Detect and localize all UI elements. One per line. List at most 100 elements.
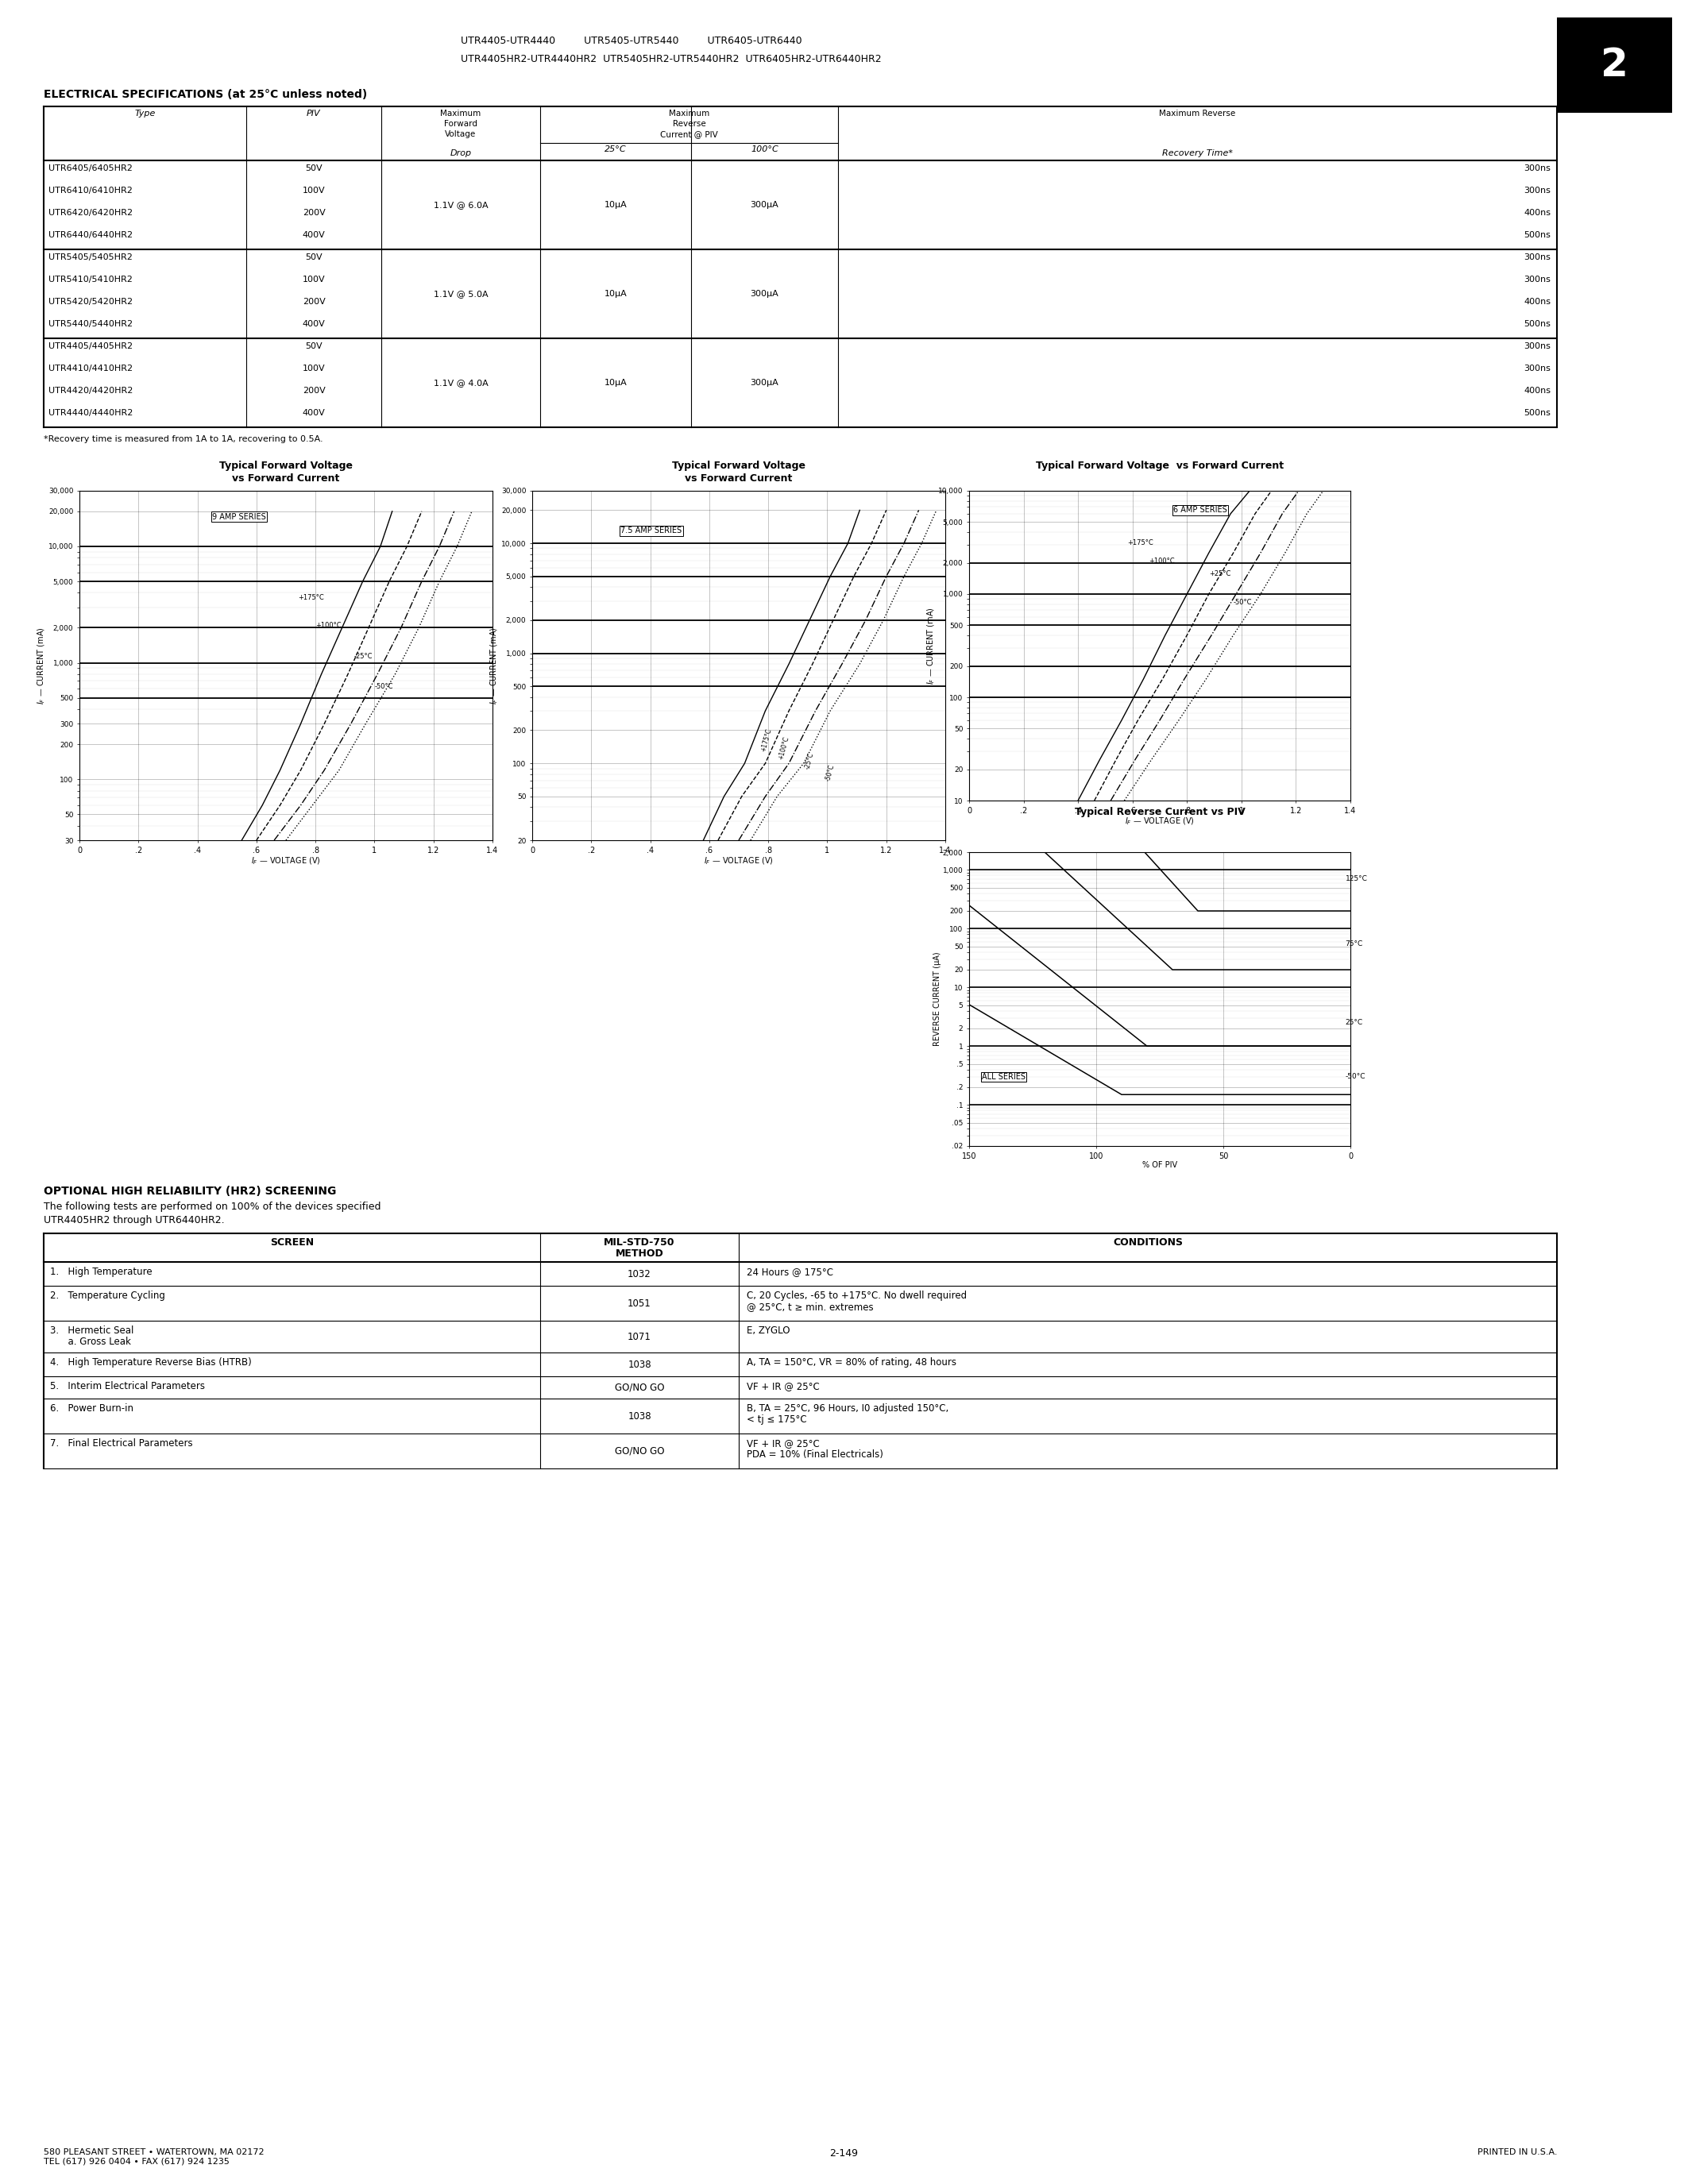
Text: UTR4405-UTR4440         UTR5405-UTR5440         UTR6405-UTR6440: UTR4405-UTR4440 UTR5405-UTR5440 UTR6405-… <box>461 35 802 46</box>
Text: GO/NO GO: GO/NO GO <box>614 1382 665 1393</box>
Text: +100°C: +100°C <box>1150 557 1175 563</box>
Text: 1032: 1032 <box>628 1269 652 1280</box>
Text: 580 PLEASANT STREET • WATERTOWN, MA 02172
TEL (617) 926 0404 • FAX (617) 924 123: 580 PLEASANT STREET • WATERTOWN, MA 0217… <box>44 2149 265 2164</box>
Text: 50V: 50V <box>306 253 322 262</box>
Text: UTR6405/6405HR2: UTR6405/6405HR2 <box>49 164 133 173</box>
Text: 3.   Hermetic Seal: 3. Hermetic Seal <box>51 1326 133 1337</box>
Text: UTR5440/5440HR2: UTR5440/5440HR2 <box>49 321 133 328</box>
Text: 300ns: 300ns <box>1524 343 1551 349</box>
Text: UTR6440/6440HR2: UTR6440/6440HR2 <box>49 232 133 238</box>
Text: 2: 2 <box>1600 46 1627 85</box>
Text: 10μA: 10μA <box>604 290 626 297</box>
Y-axis label: REVERSE CURRENT (μA): REVERSE CURRENT (μA) <box>933 952 942 1046</box>
Text: 25°C: 25°C <box>604 146 626 153</box>
Text: Typical Forward Voltage: Typical Forward Voltage <box>672 461 805 472</box>
Text: 1.   High Temperature: 1. High Temperature <box>51 1267 152 1278</box>
Text: 200V: 200V <box>302 297 326 306</box>
Text: 10μA: 10μA <box>604 378 626 387</box>
Text: -25°C: -25°C <box>803 751 815 771</box>
Text: PDA = 10% (Final Electricals): PDA = 10% (Final Electricals) <box>746 1450 883 1459</box>
Text: 100V: 100V <box>302 275 326 284</box>
Text: ELECTRICAL SPECIFICATIONS (at 25°C unless noted): ELECTRICAL SPECIFICATIONS (at 25°C unles… <box>44 90 368 100</box>
Text: Recovery Time*: Recovery Time* <box>1161 149 1232 157</box>
Text: 100V: 100V <box>302 186 326 194</box>
Text: 400V: 400V <box>302 232 326 238</box>
Text: 300ns: 300ns <box>1524 365 1551 373</box>
Text: 6.   Power Burn-in: 6. Power Burn-in <box>51 1404 133 1413</box>
Text: 2-149: 2-149 <box>829 2149 858 2158</box>
Text: -50°C: -50°C <box>375 684 393 690</box>
Text: Maximum Reverse: Maximum Reverse <box>1160 109 1236 118</box>
Text: 400ns: 400ns <box>1524 387 1551 395</box>
Text: Maximum: Maximum <box>668 109 709 118</box>
Text: 500ns: 500ns <box>1524 408 1551 417</box>
Text: E, ZYGLO: E, ZYGLO <box>746 1326 790 1337</box>
Text: UTR5405/5405HR2: UTR5405/5405HR2 <box>49 253 133 262</box>
Text: ALL SERIES: ALL SERIES <box>982 1072 1026 1081</box>
Text: Type: Type <box>135 109 155 118</box>
Text: 200V: 200V <box>302 210 326 216</box>
Text: 400ns: 400ns <box>1524 210 1551 216</box>
Text: UTR5420/5420HR2: UTR5420/5420HR2 <box>49 297 133 306</box>
X-axis label: $I_F$ — VOLTAGE (V): $I_F$ — VOLTAGE (V) <box>1124 815 1195 826</box>
Y-axis label: $I_F$ — CURRENT (mA): $I_F$ — CURRENT (mA) <box>490 627 500 703</box>
Text: +175°C: +175°C <box>760 727 773 753</box>
Text: PIV: PIV <box>307 109 321 118</box>
Text: -25°C: -25°C <box>354 653 373 660</box>
Text: Reverse: Reverse <box>672 120 706 129</box>
Text: UTR4440/4440HR2: UTR4440/4440HR2 <box>49 408 133 417</box>
Text: 100V: 100V <box>302 365 326 373</box>
Text: 400V: 400V <box>302 408 326 417</box>
Text: 1038: 1038 <box>628 1358 652 1369</box>
Text: +25°C: +25°C <box>1209 570 1231 577</box>
Text: GO/NO GO: GO/NO GO <box>614 1446 665 1457</box>
Text: 125°C: 125°C <box>1345 876 1367 882</box>
Y-axis label: $I_F$ — CURRENT (mA): $I_F$ — CURRENT (mA) <box>927 607 937 684</box>
Text: Forward: Forward <box>444 120 478 129</box>
Text: Current @ PIV: Current @ PIV <box>660 131 717 138</box>
Bar <box>1556 17 1673 114</box>
Text: Drop: Drop <box>451 149 471 157</box>
Text: Voltage: Voltage <box>446 131 476 138</box>
Text: 300μA: 300μA <box>751 378 778 387</box>
Text: UTR4405HR2 through UTR6440HR2.: UTR4405HR2 through UTR6440HR2. <box>44 1214 225 1225</box>
Text: 300ns: 300ns <box>1524 253 1551 262</box>
Text: 100°C: 100°C <box>751 146 778 153</box>
Text: 500ns: 500ns <box>1524 232 1551 238</box>
Text: 25°C: 25°C <box>1345 1020 1362 1026</box>
Text: 7.   Final Electrical Parameters: 7. Final Electrical Parameters <box>51 1439 192 1448</box>
Text: +175°C: +175°C <box>1128 539 1153 546</box>
Text: 500ns: 500ns <box>1524 321 1551 328</box>
Text: PRINTED IN U.S.A.: PRINTED IN U.S.A. <box>1477 2149 1556 2156</box>
Text: 6 AMP SERIES: 6 AMP SERIES <box>1173 507 1227 513</box>
Text: 1.1V @ 4.0A: 1.1V @ 4.0A <box>434 378 488 387</box>
Text: 1.1V @ 5.0A: 1.1V @ 5.0A <box>434 290 488 297</box>
Text: 300ns: 300ns <box>1524 186 1551 194</box>
Text: a. Gross Leak: a. Gross Leak <box>51 1337 132 1348</box>
Text: 300μA: 300μA <box>751 290 778 297</box>
Text: MIL-STD-750: MIL-STD-750 <box>604 1238 675 1247</box>
Text: UTR4405HR2-UTR4440HR2  UTR5405HR2-UTR5440HR2  UTR6405HR2-UTR6440HR2: UTR4405HR2-UTR4440HR2 UTR5405HR2-UTR5440… <box>461 55 881 63</box>
Text: UTR5410/5410HR2: UTR5410/5410HR2 <box>49 275 133 284</box>
Text: +100°C: +100°C <box>776 736 790 760</box>
Text: 1071: 1071 <box>628 1332 652 1341</box>
Text: 300ns: 300ns <box>1524 164 1551 173</box>
Text: 300ns: 300ns <box>1524 275 1551 284</box>
Text: 400ns: 400ns <box>1524 297 1551 306</box>
Text: UTR4410/4410HR2: UTR4410/4410HR2 <box>49 365 133 373</box>
Text: -50°C: -50°C <box>824 764 836 782</box>
Text: 1.1V @ 6.0A: 1.1V @ 6.0A <box>434 201 488 210</box>
Text: SCREEN: SCREEN <box>270 1238 314 1247</box>
Text: 50V: 50V <box>306 164 322 173</box>
Text: UTR6420/6420HR2: UTR6420/6420HR2 <box>49 210 133 216</box>
Text: UTR4405/4405HR2: UTR4405/4405HR2 <box>49 343 133 349</box>
Text: 10μA: 10μA <box>604 201 626 210</box>
Text: 2.   Temperature Cycling: 2. Temperature Cycling <box>51 1291 165 1302</box>
Text: 9 AMP SERIES: 9 AMP SERIES <box>213 513 267 520</box>
Text: 7.5 AMP SERIES: 7.5 AMP SERIES <box>621 526 682 535</box>
Text: 50V: 50V <box>306 343 322 349</box>
Text: VF + IR @ 25°C: VF + IR @ 25°C <box>746 1439 820 1448</box>
Text: 1051: 1051 <box>628 1297 652 1308</box>
Text: Typical Reverse Current vs PIV: Typical Reverse Current vs PIV <box>1075 806 1246 817</box>
Text: The following tests are performed on 100% of the devices specified: The following tests are performed on 100… <box>44 1201 381 1212</box>
